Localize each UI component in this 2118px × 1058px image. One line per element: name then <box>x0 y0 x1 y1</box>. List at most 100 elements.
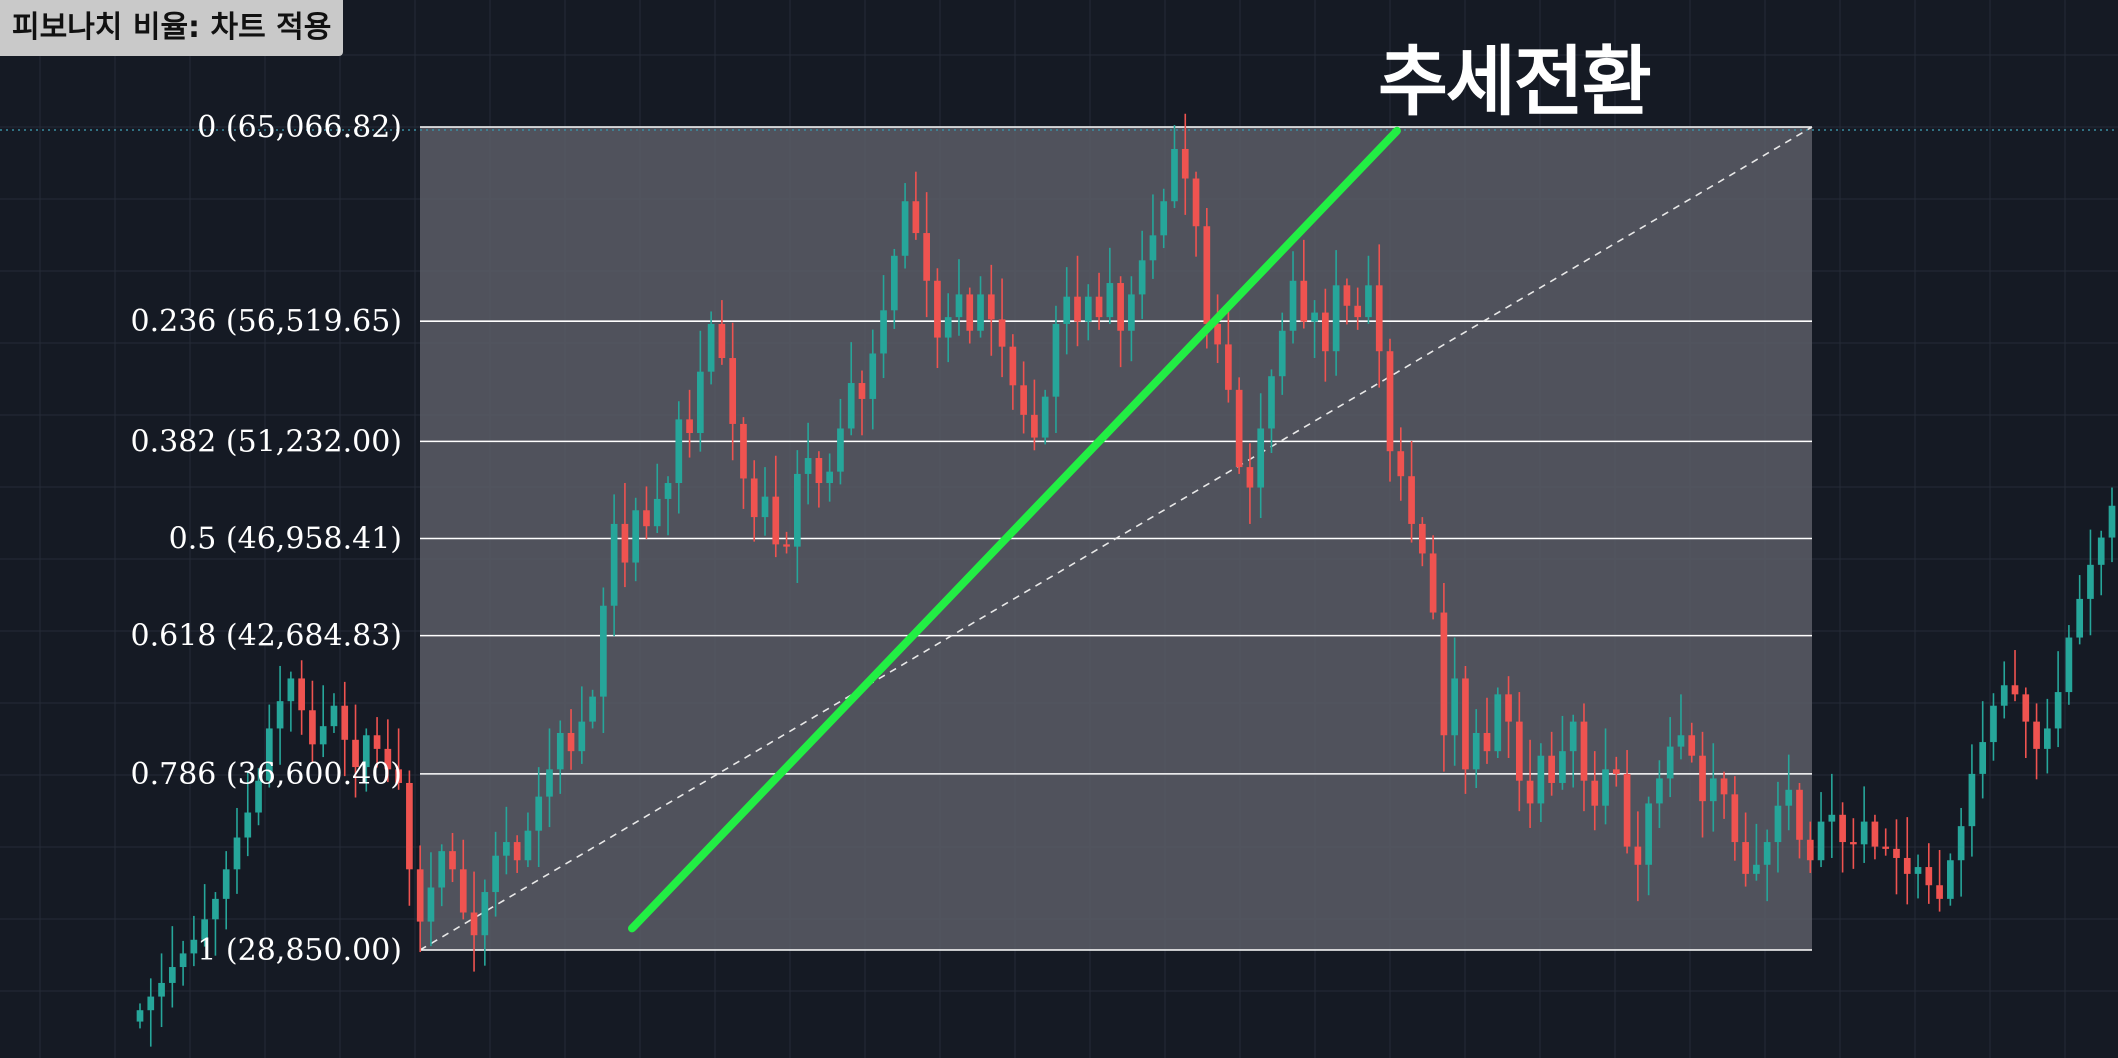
candle-body <box>966 294 974 331</box>
candle-body <box>1052 323 1060 397</box>
candle-body <box>1699 755 1706 802</box>
candle-body <box>1268 376 1275 429</box>
candle-body <box>1225 344 1232 390</box>
candle-body <box>1839 814 1846 843</box>
candle-body <box>265 728 273 781</box>
candle-body <box>1074 296 1081 322</box>
candle-body <box>1602 769 1609 806</box>
candle-body <box>1914 867 1922 874</box>
candle-body <box>1731 794 1739 843</box>
candlestick-series <box>136 113 2116 1047</box>
candle-body <box>1785 789 1793 806</box>
candle-body <box>1462 678 1469 770</box>
candle-body <box>944 317 952 338</box>
candle-body <box>1160 201 1168 236</box>
candle-body <box>686 419 693 434</box>
candle-body <box>1354 305 1362 318</box>
candle-body <box>1257 428 1265 488</box>
candle-body <box>664 483 672 499</box>
candle-body <box>406 782 413 870</box>
candle-body <box>1850 842 1857 845</box>
candle-body <box>1149 235 1157 261</box>
candle-body <box>1365 285 1372 318</box>
fib-level-label: 0.382 (51,232.00) <box>130 424 402 459</box>
candle-body <box>1128 294 1135 331</box>
candle-body <box>244 812 252 838</box>
candle-body <box>1505 694 1512 722</box>
candle-body <box>912 201 920 234</box>
candle-body <box>621 523 629 563</box>
candle-body <box>740 423 747 479</box>
candle-body <box>1753 864 1760 874</box>
candle-body <box>761 496 769 518</box>
candle-body <box>1020 385 1027 415</box>
fib-level-label: 0.618 (42,684.83) <box>130 619 402 654</box>
candle-body <box>567 732 575 752</box>
candle-body <box>179 953 187 968</box>
candle-body <box>1526 780 1534 804</box>
candle-body <box>1106 283 1114 318</box>
candle-body <box>1645 803 1652 865</box>
candle-body <box>880 310 887 354</box>
candle-body <box>2097 537 2105 565</box>
candle-body <box>1311 312 1318 322</box>
candle-body <box>556 732 564 770</box>
candle-body <box>1375 285 1383 352</box>
candle-body <box>416 869 424 922</box>
candle-body <box>1774 805 1782 843</box>
fib-level-label: 1 (28,850.00) <box>197 933 402 968</box>
candle-body <box>1278 330 1286 377</box>
candle-body <box>1548 755 1555 783</box>
candle-body <box>2033 721 2040 749</box>
candle-body <box>352 739 359 768</box>
fib-level-label: 0.236 (56,519.65) <box>130 304 402 339</box>
candle-body <box>750 478 758 518</box>
candle-body <box>1117 283 1124 331</box>
candle-body <box>2011 685 2019 695</box>
candle-body <box>362 735 370 768</box>
candle-body <box>869 353 877 399</box>
candle-body <box>804 458 812 474</box>
fib-level-label: 0 (65,066.82) <box>197 110 402 145</box>
candle-body <box>837 428 844 472</box>
candle-body <box>1612 769 1620 774</box>
candle-body <box>1418 523 1426 554</box>
fibonacci-diagonal-dashed-line <box>419 126 1813 951</box>
trend-reversal-annotation: 추세전환 <box>1378 37 1652 126</box>
candle-body <box>190 939 198 954</box>
candle-body <box>632 510 640 563</box>
candle-body <box>1031 414 1038 438</box>
candle-body <box>1763 842 1771 865</box>
candle-body <box>1591 780 1599 806</box>
candle-body <box>1569 721 1577 752</box>
candle-body <box>255 780 262 813</box>
candle-body <box>1796 789 1803 840</box>
candle-body <box>341 705 349 740</box>
candle-body <box>449 851 456 870</box>
candle-body <box>2108 505 2116 538</box>
candle-body <box>481 892 489 936</box>
candle-body <box>1343 285 1351 306</box>
candle-body <box>1246 467 1254 488</box>
candle-body <box>1828 814 1836 822</box>
candle-body <box>1009 346 1017 386</box>
fib-level-label: 0.5 (46,958.41) <box>169 522 402 557</box>
candle-body <box>1063 296 1071 324</box>
candle-body <box>1235 389 1243 468</box>
candle-body <box>578 721 586 752</box>
candle-body <box>998 319 1006 347</box>
candle-body <box>643 510 650 527</box>
candle-body <box>1957 826 1965 861</box>
fibonacci-level-labels: 0 (65,066.82) 0.236 (56,519.65) 0.382 (51,… <box>130 110 402 968</box>
candle-body <box>977 294 984 331</box>
fib-level-label: 0.786 (36,600.40) <box>130 757 402 792</box>
candle-body <box>815 458 823 484</box>
candle-body <box>1041 396 1049 438</box>
candle-body <box>1408 476 1415 524</box>
candle-body <box>847 383 855 429</box>
candle-body <box>1192 178 1200 227</box>
candle-body <box>427 887 435 922</box>
candle-body <box>955 294 963 318</box>
candle-body <box>1806 839 1814 861</box>
